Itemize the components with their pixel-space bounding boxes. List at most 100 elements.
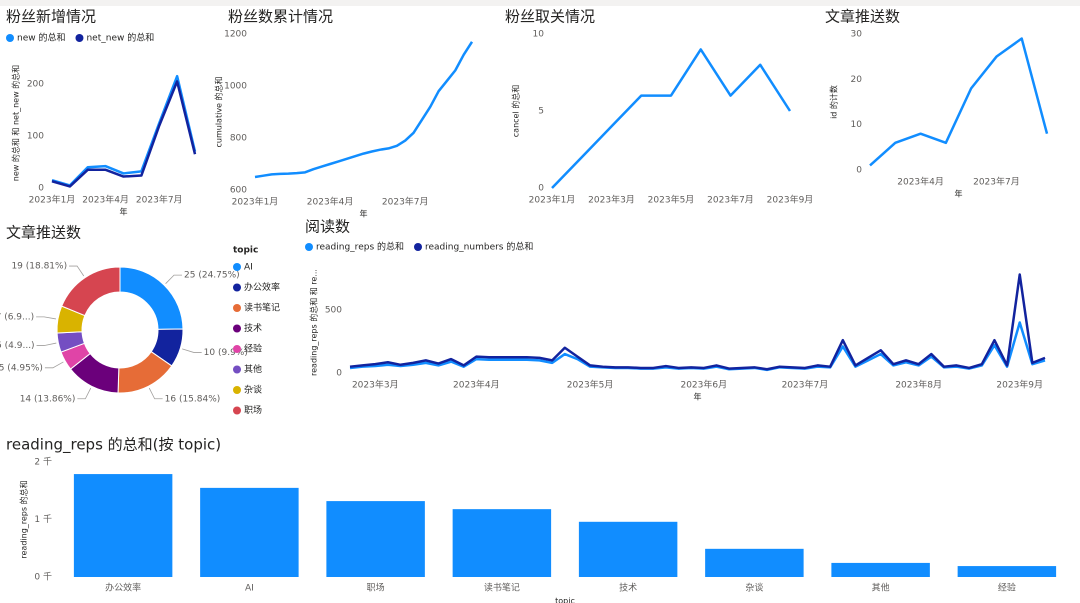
x-tick-label: 2023年6月 — [680, 379, 727, 391]
legend-label: new 的总和 — [17, 32, 65, 44]
x-axis-title: 年 — [955, 189, 963, 199]
x-tick-label: 2023年8月 — [895, 379, 942, 391]
x-tick-label: 2023年1月 — [29, 194, 76, 206]
line-series — [51, 80, 197, 188]
legend-label: 读书笔记 — [244, 302, 280, 314]
x-tick-label: 2023年3月 — [588, 194, 635, 206]
legend-swatch — [233, 386, 241, 394]
x-tick-label: AI — [245, 584, 254, 594]
y-axis-title: reading_reps 的总和 — [19, 480, 29, 558]
leader-line — [44, 361, 64, 369]
x-axis-title: 年 — [694, 392, 702, 402]
line-series — [254, 41, 474, 179]
x-tick-label: 2023年4月 — [307, 196, 354, 208]
y-tick-label: 2 千 — [34, 457, 52, 468]
chart-title: 粉丝取关情况 — [505, 8, 595, 26]
x-tick-label: 2023年4月 — [82, 194, 129, 206]
x-tick-label: 技术 — [619, 582, 637, 594]
y-tick-label: 0 — [38, 184, 44, 194]
x-axis-title: 年 — [360, 209, 368, 219]
y-tick-label: 5 — [538, 107, 544, 117]
legend-label: 职场 — [244, 405, 262, 416]
y-tick-label: 1200 — [224, 30, 247, 40]
x-tick-label: 2023年3月 — [352, 379, 399, 391]
legend-swatch — [6, 34, 14, 42]
bar — [326, 501, 425, 577]
x-axis-title: 年 — [120, 207, 128, 217]
x-tick-label: 2023年1月 — [232, 196, 279, 208]
y-axis-title: new 的总和 和 net_new 的总和 — [11, 65, 21, 181]
legend-swatch — [233, 324, 241, 333]
x-tick-label: 杂谈 — [745, 582, 763, 594]
x-tick-label: 2023年5月 — [648, 194, 695, 206]
legend-swatch — [305, 243, 313, 251]
bar — [957, 566, 1057, 577]
data-label: 5 (4.9...) — [0, 341, 35, 351]
data-label: 14 (13.86%) — [20, 394, 76, 404]
x-tick-label: 办公效率 — [105, 582, 141, 594]
legend-swatch — [233, 283, 241, 292]
y-tick-label: 1 千 — [34, 514, 52, 525]
leader-line — [69, 265, 85, 277]
x-tick-label: 2023年7月 — [973, 176, 1020, 188]
chart-title: 阅读数 — [305, 218, 350, 236]
x-tick-label: 2023年1月 — [529, 194, 576, 206]
y-tick-label: 600 — [230, 186, 247, 196]
y-tick-label: 0 — [538, 184, 544, 194]
x-axis-title: topic — [555, 597, 575, 603]
legend-label: 技术 — [244, 322, 262, 334]
legend-label: 经验 — [244, 343, 262, 355]
y-axis-title: id 的计数 — [829, 85, 839, 119]
legend-swatch — [75, 34, 84, 42]
y-tick-label: 10 — [851, 120, 863, 130]
line-series — [869, 37, 1049, 167]
legend-swatch — [233, 263, 241, 271]
leader-line — [182, 348, 202, 353]
ribbon-edge — [0, 0, 1080, 6]
y-tick-label: 500 — [325, 305, 342, 315]
legend-label: reading_reps 的总和 — [316, 241, 404, 253]
x-tick-label: 职场 — [367, 583, 385, 594]
x-tick-label: 2023年7月 — [382, 196, 429, 208]
bar — [452, 509, 552, 577]
chart-title: reading_reps 的总和(按 topic) — [6, 436, 221, 455]
data-label: 5 (4.95%) — [0, 363, 43, 373]
y-tick-label: 0 — [336, 369, 342, 379]
chart-title: 粉丝数累计情况 — [228, 8, 333, 26]
legend-swatch — [233, 365, 241, 374]
y-tick-label: 0 — [856, 166, 862, 176]
leader-line — [36, 342, 57, 346]
x-tick-label: 2023年7月 — [707, 194, 754, 206]
bar — [578, 521, 678, 577]
chart-title: 文章推送数 — [825, 8, 900, 26]
legend-swatch — [414, 243, 422, 251]
y-tick-label: 30 — [851, 30, 863, 40]
y-tick-label: 200 — [27, 80, 44, 90]
y-tick-label: 1000 — [224, 82, 247, 92]
legend-label: AI — [244, 263, 253, 273]
y-tick-label: 0 千 — [34, 572, 52, 583]
donut-slice — [119, 266, 184, 330]
leader-line — [165, 274, 183, 284]
legend-label: 办公效率 — [244, 281, 280, 293]
y-tick-label: 800 — [230, 134, 247, 144]
x-tick-label: 2023年9月 — [767, 194, 814, 206]
legend-title: topic — [233, 246, 258, 256]
y-axis-title: reading_reps 的总和 和 re... — [309, 269, 319, 376]
x-tick-label: 2023年5月 — [567, 379, 614, 391]
y-axis-title: cumulative 的总和 — [214, 76, 224, 147]
legend-label: net_new 的总和 — [86, 32, 154, 44]
leader-line — [36, 316, 57, 320]
x-tick-label: 读书笔记 — [484, 582, 520, 594]
data-label: 16 (15.84%) — [165, 394, 221, 404]
legend-swatch — [233, 406, 241, 415]
legend-label: reading_numbers 的总和 — [425, 241, 533, 253]
bar — [705, 548, 804, 577]
leader-line — [148, 387, 163, 400]
bar — [73, 474, 173, 577]
line-series — [551, 48, 792, 189]
legend-label: 其他 — [244, 363, 262, 375]
chart-title: 粉丝新增情况 — [6, 8, 96, 26]
x-tick-label: 2023年9月 — [996, 379, 1043, 391]
